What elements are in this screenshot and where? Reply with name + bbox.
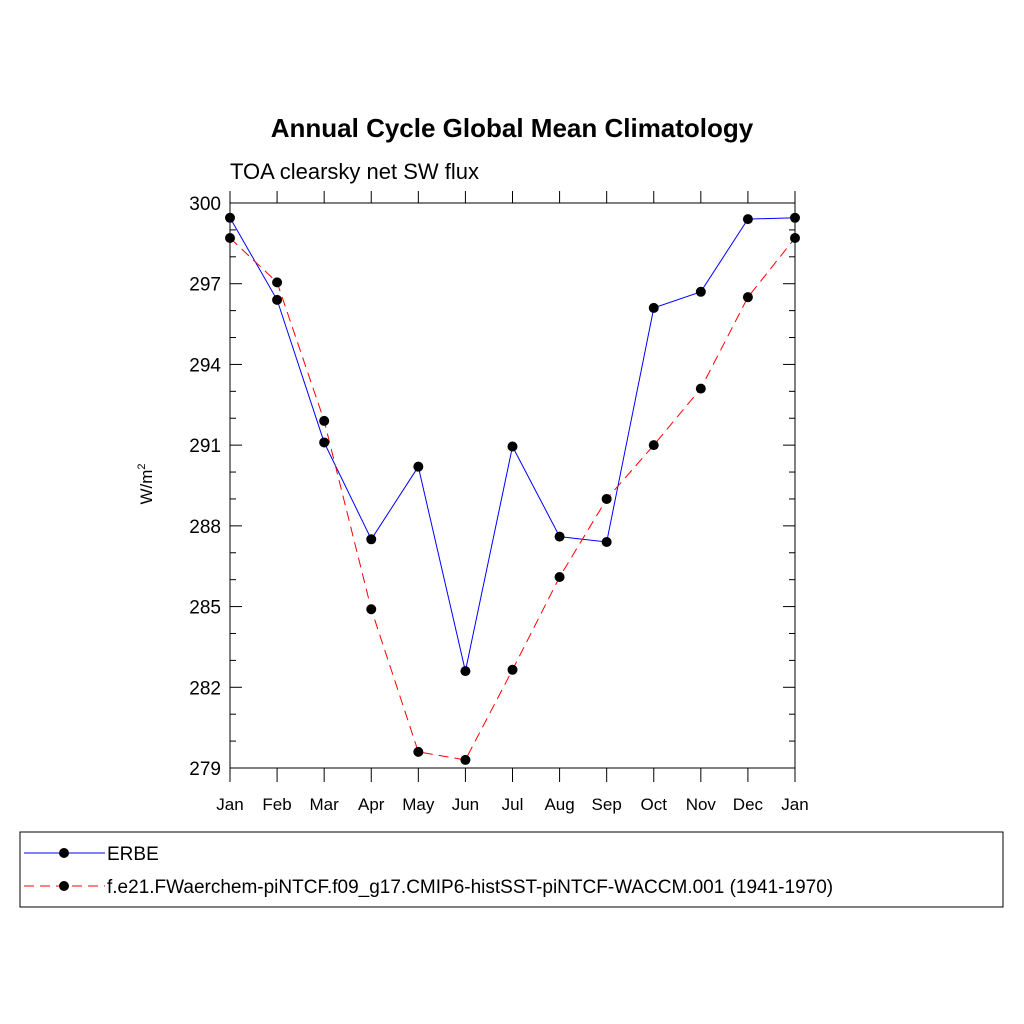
axis-ticks [229, 191, 796, 782]
series-line-model [229, 237, 796, 761]
y-tick-label: 288 [189, 517, 221, 538]
data-point-model [272, 277, 283, 288]
y-tick-label: 297 [189, 275, 221, 296]
x-tick-label: Jul [502, 795, 524, 814]
data-point-model [319, 415, 330, 426]
y-tick-label: 279 [189, 759, 221, 780]
x-tick-label: Oct [641, 795, 668, 814]
legend-marker-erbe [59, 848, 69, 858]
data-point-erbe [225, 212, 235, 223]
y-tick-label: 282 [189, 678, 221, 699]
data-point-model [554, 571, 565, 582]
data-point-erbe [413, 461, 424, 472]
chart-subtitle: TOA clearsky net SW flux [230, 159, 479, 184]
x-tick-label: Jan [781, 795, 808, 814]
series-group [225, 212, 800, 765]
y-axis-label: W/m2 [136, 463, 156, 504]
legend-label-model: f.e21.FWaerchem-piNTCF.f09_g17.CMIP6-his… [107, 877, 833, 898]
x-tick-label: Nov [686, 795, 717, 814]
data-point-model [648, 440, 659, 451]
data-point-model [507, 664, 518, 675]
data-point-model [695, 383, 706, 394]
data-point-model [601, 493, 612, 504]
data-point-model [742, 292, 753, 303]
y-axis-label-superscript: 2 [136, 463, 148, 469]
legend-item-model: f.e21.FWaerchem-piNTCF.f09_g17.CMIP6-his… [24, 877, 833, 898]
legend-label-erbe: ERBE [107, 844, 159, 865]
data-point-erbe [319, 437, 330, 448]
data-point-erbe [554, 531, 565, 542]
x-tick-label: Aug [544, 795, 574, 814]
x-tick-label: Jan [216, 795, 243, 814]
data-point-erbe [695, 286, 706, 297]
x-tick-label: Dec [733, 795, 764, 814]
y-tick-label: 291 [189, 436, 221, 457]
data-point-model [225, 232, 235, 243]
data-point-model [460, 754, 471, 765]
data-point-erbe [601, 537, 612, 547]
data-point-erbe [507, 441, 518, 452]
y-tick-label: 300 [189, 194, 221, 215]
y-tick-label: 294 [189, 355, 221, 376]
y-tick-label: 285 [189, 598, 221, 619]
data-point-model [413, 746, 424, 757]
x-tick-label: Apr [358, 795, 385, 814]
legend-item-erbe: ERBE [24, 844, 159, 865]
svg-text:W/m2: W/m2 [136, 463, 156, 504]
data-point-erbe [790, 212, 800, 223]
data-point-erbe [648, 302, 659, 313]
chart-title: Annual Cycle Global Mean Climatology [271, 113, 754, 143]
plot-frame [229, 202, 796, 769]
x-tick-labels: Jan Feb Mar Apr May Jun Jul Aug Sep Oct Nov Dec Jan [216, 795, 808, 814]
data-point-erbe [272, 294, 283, 305]
x-tick-label: May [402, 795, 435, 814]
legend-marker-model [59, 881, 69, 891]
legend-box [19, 831, 1004, 908]
data-point-erbe [742, 214, 753, 225]
x-tick-label: Jun [452, 795, 479, 814]
x-tick-label: Feb [262, 795, 291, 814]
x-tick-label: Mar [310, 795, 340, 814]
data-point-erbe [460, 666, 471, 677]
y-axis-label-text: W/m [137, 470, 156, 505]
x-tick-label: Sep [592, 795, 622, 814]
data-point-model [790, 232, 800, 243]
y-tick-labels: 279 282 285 288 291 294 297 300 [189, 194, 221, 780]
data-point-model [366, 604, 377, 615]
data-point-erbe [366, 534, 377, 545]
